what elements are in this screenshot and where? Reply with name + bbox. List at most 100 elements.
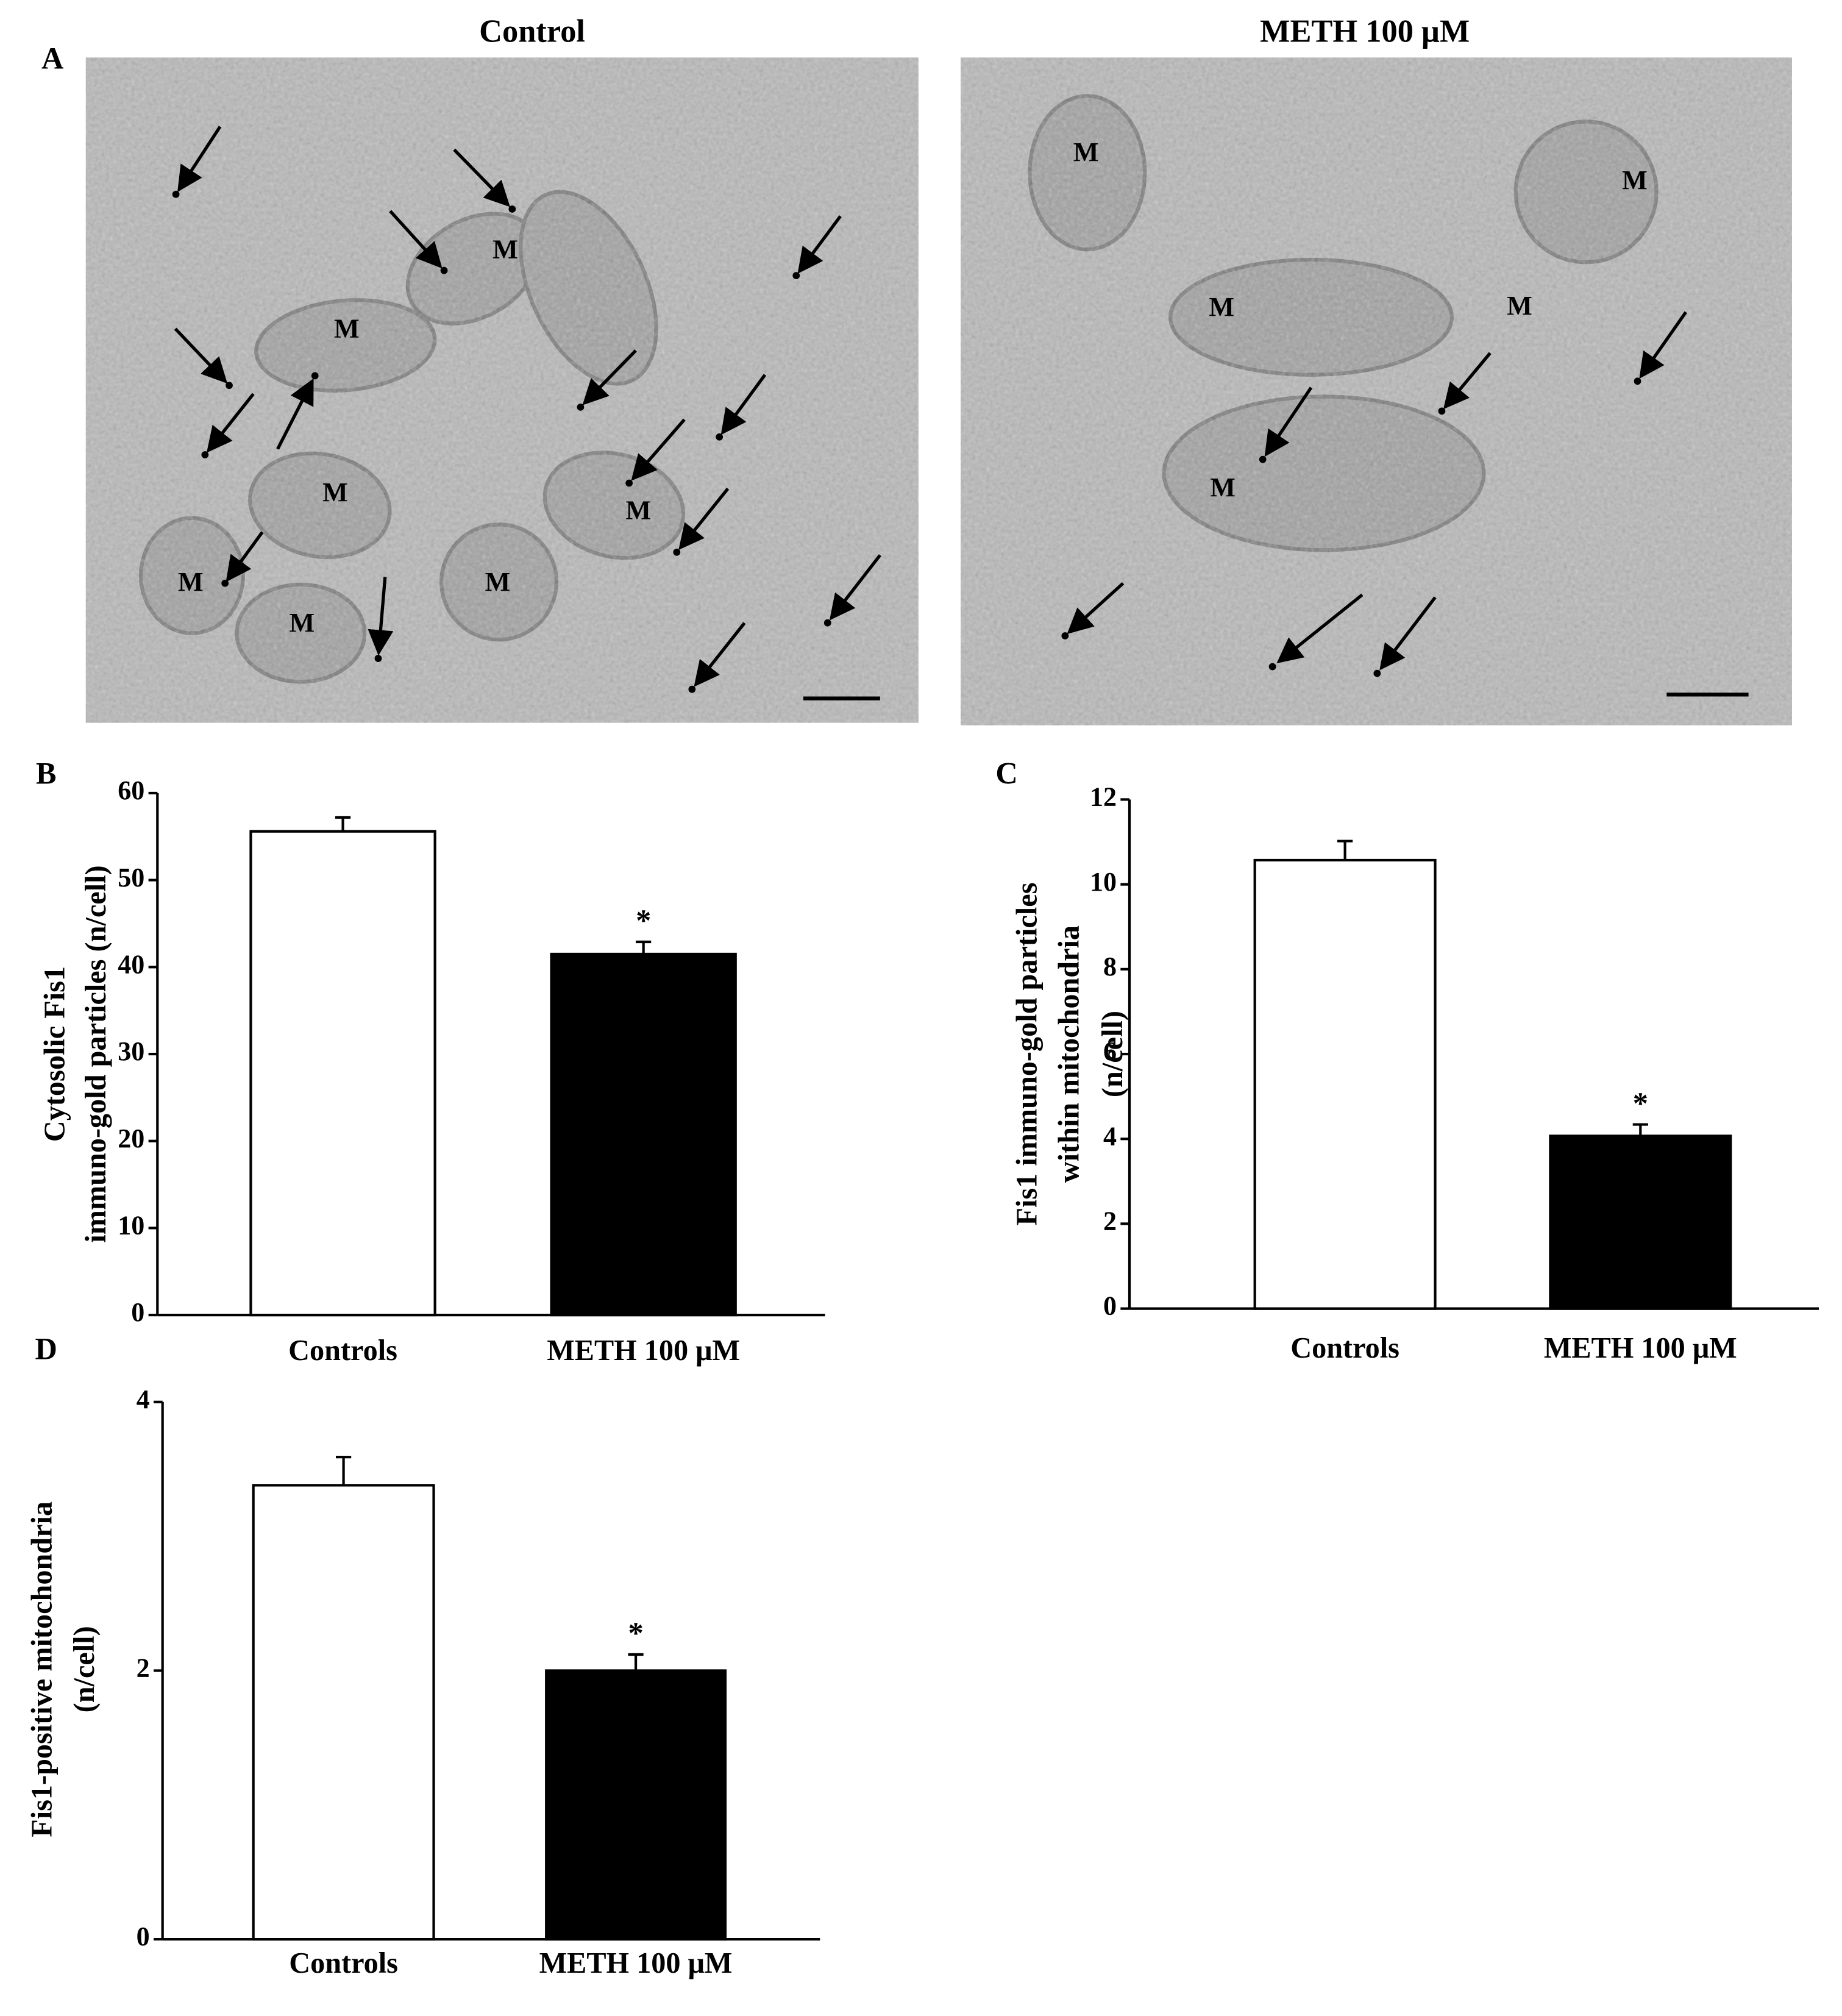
panel-label: D [35,1332,57,1366]
gold-particle [688,685,696,693]
y-tick-label: 2 [1103,1206,1117,1236]
mitochondrion-label: M [322,477,348,507]
panel-label: C [995,756,1017,790]
y-tick-label: 6 [1103,1036,1117,1066]
x-tick-label: METH 100 μM [547,1334,740,1367]
x-tick-label: Controls [288,1334,397,1367]
gold-particle [792,272,800,279]
y-tick-label: 10 [118,1211,144,1241]
arrow [694,622,746,687]
bar [1549,1134,1732,1310]
arrow [368,577,394,656]
gold-particle [577,403,585,411]
mitochondrion-label: M [1210,472,1236,502]
gold-particle [1373,669,1381,677]
bar [249,830,436,1317]
arrow [829,554,881,621]
gold-particle [1268,663,1276,671]
y-tick-label: 10 [1090,867,1117,897]
y-axis-label: immuno-gold particles (n/cell) [80,865,112,1242]
gold-particle [625,479,633,487]
y-axis-label: Fis1 immuno-gold particles [1011,883,1043,1226]
gold-particle [716,433,724,441]
mitochondrion-label: M [493,234,518,264]
arrow [177,126,222,192]
y-tick-label: 60 [118,775,144,805]
significance-marker: * [1633,1086,1648,1120]
y-tick-label: 40 [118,949,144,979]
arrow [678,487,730,550]
mitochondrion-label: M [485,567,511,597]
arrow [720,374,767,435]
gold-particle [1259,455,1267,463]
arrow [1276,593,1364,664]
micrograph-title: Control [479,14,585,49]
y-tick-label: 20 [118,1124,144,1153]
y-tick-label: 4 [137,1384,150,1414]
gold-particle [201,451,209,458]
bar [252,1484,435,1941]
mitochondrion-label: M [290,608,315,638]
arrow [174,327,228,384]
gold-particle [374,655,382,662]
mitochondrion-label: M [1209,292,1234,322]
gold-particle [823,619,831,627]
y-axis-label: Fis1-positive mitochondria [26,1501,59,1837]
mitochondrion-label: M [625,496,651,525]
gold-particle [508,205,516,213]
panel-label: B [36,756,57,790]
arrow [453,148,510,207]
arrow [1379,596,1437,671]
arrow [1264,386,1313,457]
y-axis-label: within mitochondria [1053,925,1086,1183]
gold-particle [1061,632,1069,639]
arrow [1443,352,1492,410]
x-tick-label: METH 100 μM [1544,1332,1737,1364]
bar [1253,858,1437,1310]
gold-particle [1438,407,1446,415]
gold-particle [673,548,681,556]
y-tick-label: 4 [1103,1121,1117,1151]
micrograph-title: METH 100 μM [1260,14,1470,49]
arrow [1639,311,1687,379]
bar [550,952,737,1317]
gold-particle [172,190,180,198]
y-axis-label: (n/cell) [68,1626,101,1712]
gold-particle [221,579,229,587]
x-tick-label: METH 100 μM [539,1947,733,1979]
y-tick-label: 2 [137,1653,150,1683]
arrow [797,215,842,274]
micrograph-texture [85,57,919,723]
bar [545,1669,727,1941]
significance-marker: * [636,903,651,938]
mitochondrion-label: M [1507,291,1532,321]
arrow [226,531,264,582]
y-tick-label: 8 [1103,952,1117,981]
panel-label: A [41,41,63,75]
gold-particle [311,372,319,380]
mitochondrion-label: M [334,314,360,344]
x-tick-label: Controls [1290,1332,1399,1364]
mitochondrion-label: M [1622,165,1648,195]
arrow [389,210,443,269]
y-tick-label: 50 [118,863,144,892]
y-tick-label: 12 [1090,782,1117,812]
y-tick-label: 0 [137,1922,150,1951]
mitochondrion-label: M [1073,137,1099,167]
mitochondrion-label: M [178,567,204,597]
y-tick-label: 30 [118,1036,144,1066]
significance-marker: * [628,1616,643,1650]
gold-particle [1634,377,1641,385]
gold-particle [226,382,233,390]
y-tick-label: 0 [1103,1291,1117,1321]
micrograph-texture [961,57,1792,725]
gold-particle [440,266,448,274]
arrow [631,418,686,481]
arrow [206,393,255,453]
arrow [276,378,314,450]
arrow [582,349,637,405]
y-axis-label: Cytosolic Fis1 [39,966,71,1142]
y-tick-label: 0 [131,1297,144,1327]
